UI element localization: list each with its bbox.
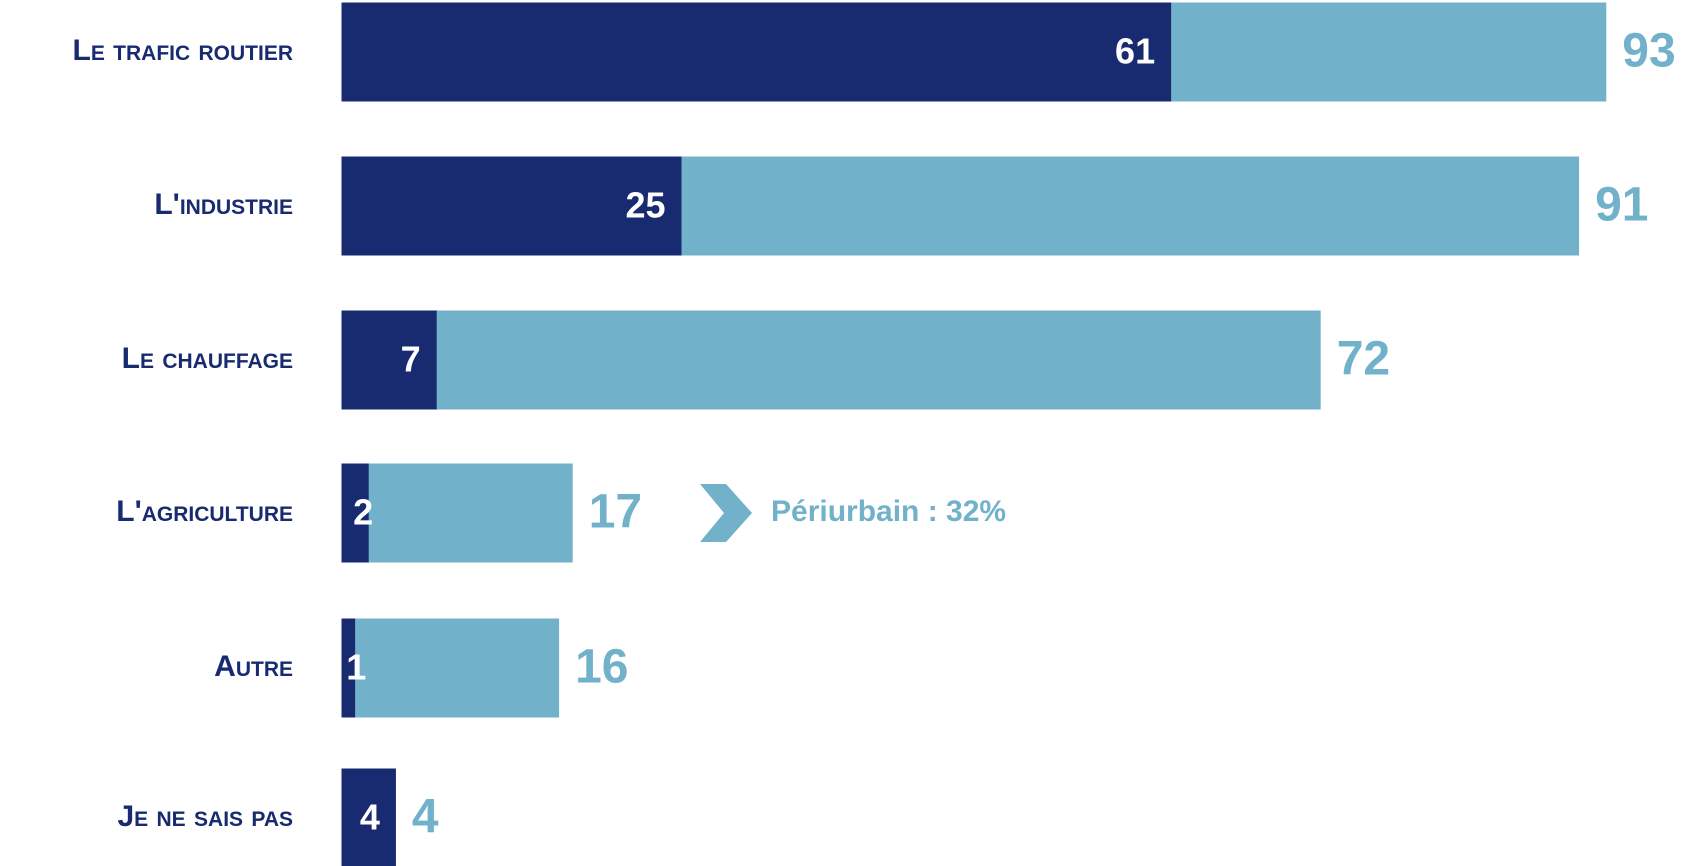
category-label: Autre — [214, 650, 293, 683]
category-label: L'industrie — [154, 188, 293, 221]
total-label: 17 — [589, 486, 642, 539]
category-label: L'agriculture — [116, 495, 293, 528]
total-label: 4 — [412, 791, 439, 844]
bar — [341, 310, 437, 410]
category-label: Je ne sais pas — [117, 800, 293, 833]
category-label: Le chauffage — [122, 342, 293, 375]
value-label: 25 — [625, 185, 665, 226]
bar — [341, 156, 682, 256]
chevron — [700, 484, 752, 542]
value-label: 4 — [360, 797, 380, 838]
bar — [341, 2, 1172, 102]
bar — [341, 768, 396, 866]
value-label: 7 — [401, 339, 421, 380]
total-label: 16 — [575, 641, 628, 694]
value-label: 61 — [1115, 31, 1155, 72]
value-label: 2 — [353, 492, 373, 533]
total-label: 72 — [1337, 333, 1390, 386]
bar — [341, 618, 356, 718]
total-label: 91 — [1595, 179, 1648, 232]
value-label: 1 — [346, 647, 366, 688]
total-label: 93 — [1622, 25, 1675, 78]
category-label: Le trafic routier — [73, 34, 294, 67]
bar — [341, 310, 1321, 410]
bar — [341, 463, 369, 563]
bar — [341, 463, 573, 563]
annotation: Périurbain : 32% — [771, 495, 1006, 528]
bar — [341, 618, 560, 718]
